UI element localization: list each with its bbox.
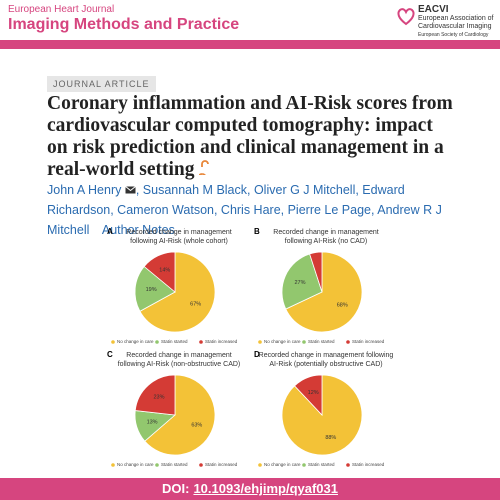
society-name: European Association of xyxy=(418,15,494,22)
chart-title: following AI-Risk (non-obstructive CAD) xyxy=(118,361,241,368)
society-logo xyxy=(397,8,415,26)
author-notes[interactable]: Author Notes xyxy=(101,223,175,237)
slice-label: 12% xyxy=(308,390,319,396)
slice-label: 67% xyxy=(190,302,201,308)
legend-label: No change in care xyxy=(117,462,154,467)
slice-label: 68% xyxy=(337,302,348,308)
author[interactable]: John A Henry xyxy=(47,183,122,197)
footer: DOI: 10.1093/ehjimp/qyaf031 xyxy=(0,478,500,500)
title-text: Coronary inflammation and AI-Risk scores… xyxy=(47,93,453,180)
slice-label: 88% xyxy=(325,435,336,441)
legend-label: No change in care xyxy=(264,339,301,344)
slice-label: 19% xyxy=(146,287,157,293)
chart-title: Recorded change in management following xyxy=(259,352,394,359)
pie-slice xyxy=(309,251,323,293)
panel-letter: C xyxy=(107,350,113,359)
legend-swatch xyxy=(302,340,306,344)
legend-swatch xyxy=(346,463,350,467)
chart-title: following AI-Risk (no CAD) xyxy=(285,238,367,245)
legend-label: Statin increased xyxy=(352,339,385,344)
slice-label: 14% xyxy=(159,268,170,274)
chart-title: following AI-Risk (whole cohort) xyxy=(130,238,228,245)
pie-slice xyxy=(144,374,216,456)
header-bar xyxy=(0,40,500,49)
legend-swatch xyxy=(258,463,262,467)
legend-label: No change in care xyxy=(117,339,154,344)
article-title: Coronary inflammation and AI-Risk scores… xyxy=(47,93,457,183)
panel-letter: B xyxy=(254,227,260,236)
slice-label: 63% xyxy=(191,422,202,428)
legend-swatch xyxy=(199,463,203,467)
legend-swatch xyxy=(155,463,159,467)
legend-label: Statin started xyxy=(308,462,335,467)
society-name: Cardiovascular Imaging xyxy=(418,23,492,30)
pie-slice xyxy=(139,251,216,333)
legend-swatch xyxy=(199,340,203,344)
doi-link[interactable]: 10.1093/ehjimp/qyaf031 xyxy=(193,481,338,496)
panel-letter: D xyxy=(254,350,260,359)
authors-list[interactable]: , Susannah M Black, Oliver G J Mitchell,… xyxy=(47,183,442,237)
chart-title: AI-Risk (potentially obstructive CAD) xyxy=(269,361,382,368)
legend-label: Statin started xyxy=(308,339,335,344)
pie-slice xyxy=(134,374,176,416)
article-label: JOURNAL ARTICLE xyxy=(47,76,156,92)
journal-line2: Imaging Methods and Practice xyxy=(8,16,240,33)
slice-label: 27% xyxy=(294,280,305,286)
panel-letter: A xyxy=(107,227,113,236)
authors: John A Henry , Susannah M Black, Oliver … xyxy=(47,180,467,240)
chart-title: Recorded change in management xyxy=(126,229,232,236)
society: EACVI European Association of Cardiovasc… xyxy=(418,4,494,39)
journal-line1: European Heart Journal xyxy=(8,4,115,15)
email-icon[interactable] xyxy=(125,186,136,194)
legend-label: Statin increased xyxy=(205,339,238,344)
legend-swatch xyxy=(302,463,306,467)
legend-swatch xyxy=(258,340,262,344)
doi-label: DOI: xyxy=(162,481,190,496)
legend-label: Statin increased xyxy=(205,462,238,467)
open-access-icon xyxy=(197,160,210,183)
figure: A Recorded change in management following … xyxy=(107,227,394,467)
pie-slice xyxy=(134,265,176,312)
chart-title: Recorded change in management xyxy=(126,352,232,359)
legend-label: No change in care xyxy=(264,462,301,467)
pie-slice xyxy=(285,251,363,333)
legend-swatch xyxy=(346,340,350,344)
pie-slice xyxy=(281,253,323,310)
pie-slice xyxy=(294,374,323,417)
legend-swatch xyxy=(111,463,115,467)
society-abbr: EACVI xyxy=(418,4,449,15)
legend-swatch xyxy=(155,340,159,344)
pie-slice xyxy=(143,251,176,293)
chart-title: Recorded change in management xyxy=(273,229,379,236)
legend-label: Statin started xyxy=(161,462,188,467)
society-sub: European Society of Cardiology xyxy=(418,32,489,38)
legend-swatch xyxy=(111,340,115,344)
legend-label: Statin started xyxy=(161,339,188,344)
slice-label: 13% xyxy=(147,420,158,426)
slice-label: 23% xyxy=(153,395,164,401)
legend-label: Statin increased xyxy=(352,462,385,467)
